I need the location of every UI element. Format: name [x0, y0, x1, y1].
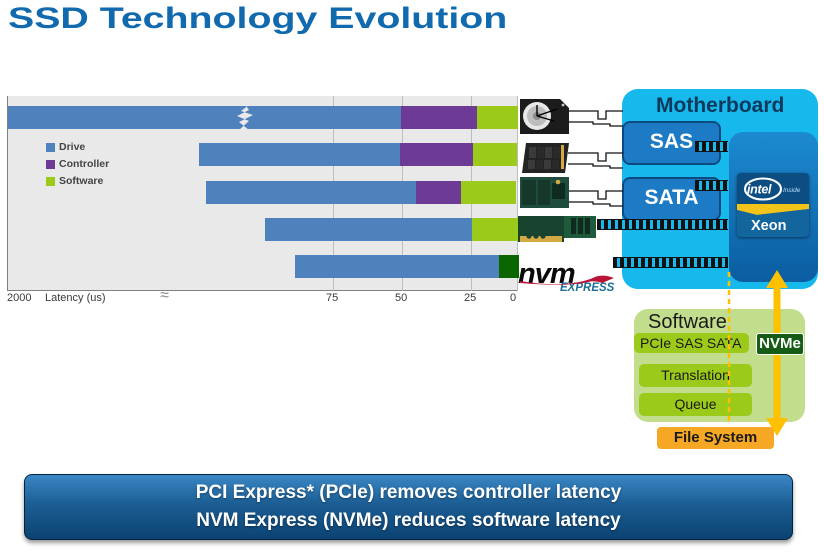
svg-text:Inside: Inside — [783, 187, 801, 194]
svg-text:Xeon: Xeon — [751, 218, 786, 234]
svg-text:intel: intel — [747, 183, 772, 197]
